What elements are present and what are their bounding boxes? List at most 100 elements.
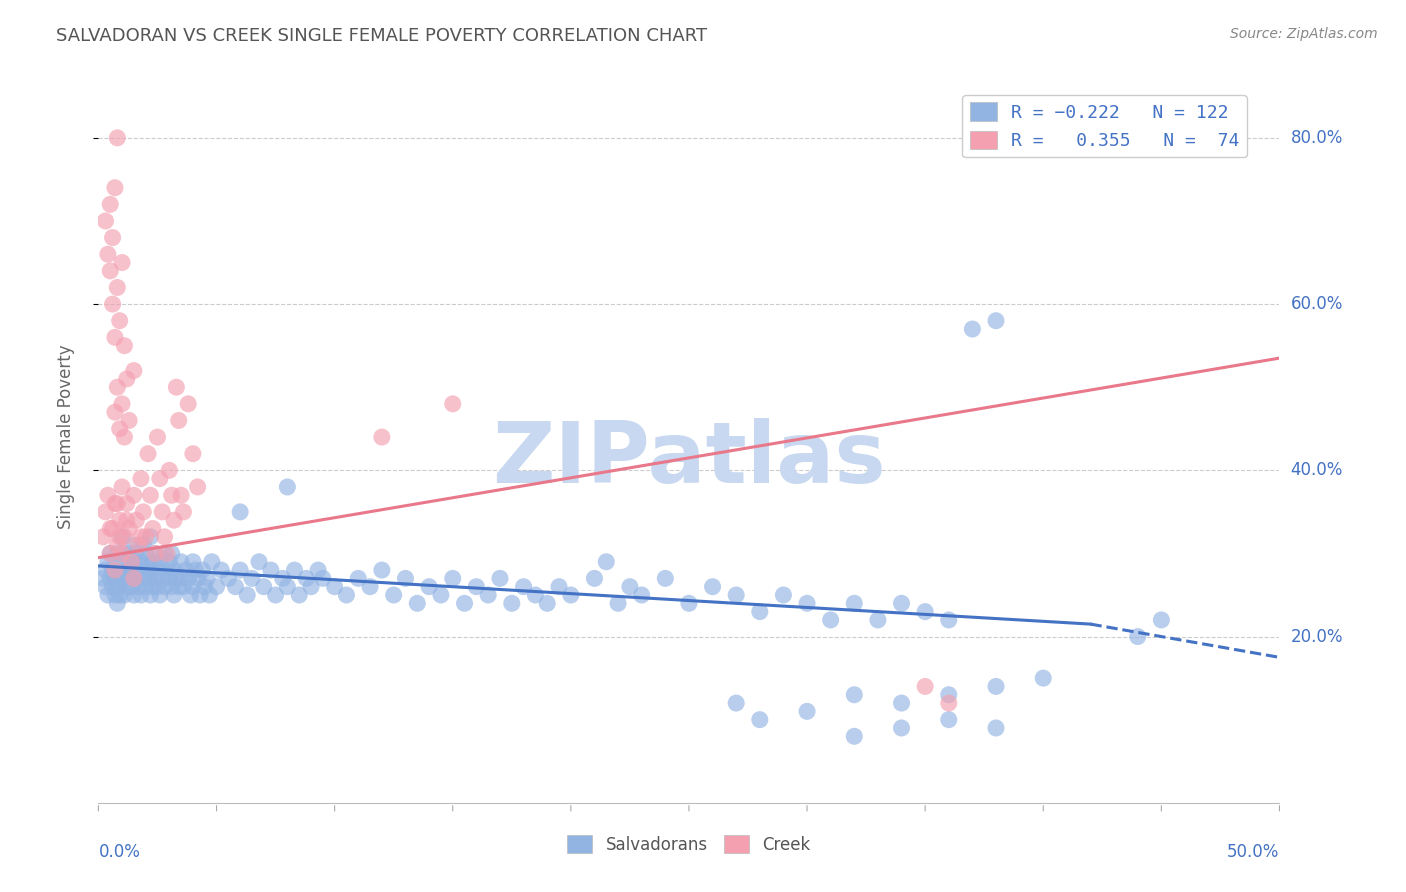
Point <box>866 613 889 627</box>
Point <box>115 513 138 527</box>
Point <box>229 563 252 577</box>
Point <box>132 571 155 585</box>
Point <box>112 571 135 585</box>
Point <box>105 380 128 394</box>
Point <box>1126 630 1149 644</box>
Point <box>595 555 617 569</box>
Point <box>406 596 429 610</box>
Point <box>101 563 124 577</box>
Point <box>143 546 166 560</box>
Point <box>984 721 1007 735</box>
Text: 60.0%: 60.0% <box>1291 295 1343 313</box>
Point <box>335 588 357 602</box>
Point <box>98 546 121 560</box>
Point <box>139 488 162 502</box>
Point <box>94 505 117 519</box>
Point <box>104 563 127 577</box>
Point <box>264 588 287 602</box>
Point <box>115 580 138 594</box>
Point <box>359 580 381 594</box>
Point <box>121 580 143 594</box>
Point <box>122 363 145 377</box>
Point <box>101 297 124 311</box>
Point <box>108 530 131 544</box>
Point <box>142 580 165 594</box>
Text: SALVADORAN VS CREEK SINGLE FEMALE POVERTY CORRELATION CHART: SALVADORAN VS CREEK SINGLE FEMALE POVERT… <box>56 27 707 45</box>
Point <box>418 580 440 594</box>
Point <box>160 546 183 560</box>
Point <box>163 588 186 602</box>
Point <box>129 530 152 544</box>
Point <box>97 555 120 569</box>
Point <box>156 563 179 577</box>
Point <box>276 480 298 494</box>
Text: 80.0%: 80.0% <box>1291 128 1343 147</box>
Point <box>129 472 152 486</box>
Point <box>914 680 936 694</box>
Point <box>149 472 172 486</box>
Point <box>121 555 143 569</box>
Point <box>108 571 131 585</box>
Point <box>174 563 197 577</box>
Point <box>167 580 190 594</box>
Point <box>157 571 180 585</box>
Point <box>489 571 512 585</box>
Point <box>101 230 124 244</box>
Point <box>180 588 202 602</box>
Point <box>938 613 960 627</box>
Point <box>91 530 114 544</box>
Point <box>772 588 794 602</box>
Point <box>118 546 141 560</box>
Point <box>143 571 166 585</box>
Point <box>165 380 187 394</box>
Point <box>844 729 866 743</box>
Point <box>122 555 145 569</box>
Point <box>129 555 152 569</box>
Point <box>394 571 416 585</box>
Point <box>536 596 558 610</box>
Point <box>104 330 127 344</box>
Point <box>157 555 180 569</box>
Point <box>149 588 172 602</box>
Point <box>94 580 117 594</box>
Point <box>890 721 912 735</box>
Point <box>91 571 114 585</box>
Point <box>115 372 138 386</box>
Point <box>181 580 204 594</box>
Point <box>112 338 135 352</box>
Point <box>198 588 221 602</box>
Point <box>139 563 162 577</box>
Point <box>187 571 209 585</box>
Point <box>188 588 211 602</box>
Point <box>240 571 263 585</box>
Point <box>132 505 155 519</box>
Point <box>111 546 134 560</box>
Point <box>184 563 207 577</box>
Text: 40.0%: 40.0% <box>1291 461 1343 479</box>
Point <box>97 588 120 602</box>
Point <box>105 538 128 552</box>
Point <box>890 696 912 710</box>
Point <box>105 131 128 145</box>
Point <box>146 580 169 594</box>
Point <box>295 571 318 585</box>
Point <box>136 447 159 461</box>
Point <box>984 680 1007 694</box>
Point <box>104 405 127 419</box>
Point <box>371 563 394 577</box>
Point <box>108 513 131 527</box>
Point <box>283 563 305 577</box>
Point <box>98 264 121 278</box>
Point <box>98 546 121 560</box>
Point <box>962 322 984 336</box>
Point <box>122 588 145 602</box>
Point <box>748 713 770 727</box>
Point <box>118 521 141 535</box>
Point <box>170 488 193 502</box>
Point <box>160 488 183 502</box>
Point <box>224 580 246 594</box>
Point <box>890 596 912 610</box>
Point <box>111 397 134 411</box>
Point <box>170 555 193 569</box>
Point <box>524 588 547 602</box>
